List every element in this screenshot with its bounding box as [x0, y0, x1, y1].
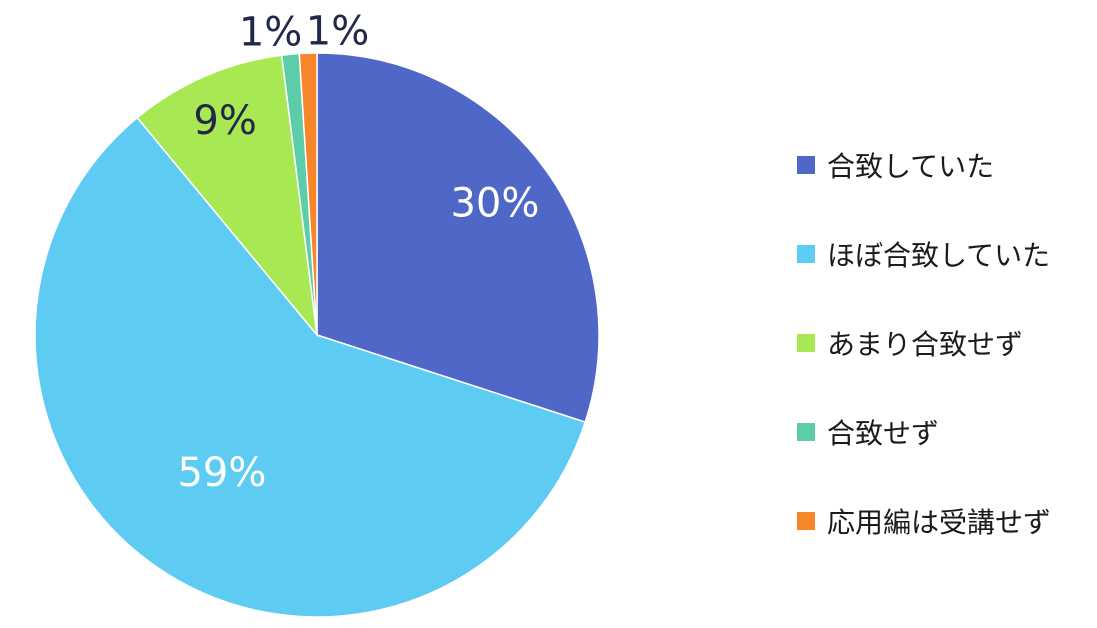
legend-item-0: 合致していた	[797, 120, 1051, 209]
pie-slice-4	[298, 52, 318, 336]
legend-item-2: あまり合致せず	[797, 298, 1051, 387]
legend: 合致していた ほぼ合致していた あまり合致せず 合致せず 応用編は受講せず	[797, 120, 1051, 565]
data-label-1: 59%	[177, 450, 266, 496]
legend-item-3: 合致せず	[797, 387, 1051, 476]
data-label-2: 9%	[193, 98, 256, 144]
legend-label-0: 合致していた	[827, 149, 995, 183]
pie-slice-0	[316, 52, 600, 424]
data-label-4: 1%	[306, 8, 369, 54]
data-label-0: 30%	[450, 181, 539, 227]
pie-slice-1	[34, 116, 587, 618]
legend-label-3: 合致せず	[827, 416, 940, 450]
legend-label-2: あまり合致せず	[827, 327, 1024, 361]
data-label-3: 1%	[239, 10, 302, 56]
legend-swatch-3	[797, 422, 815, 441]
legend-swatch-4	[797, 511, 815, 530]
legend-label-4: 応用編は受講せず	[827, 505, 1052, 539]
legend-item-4: 応用編は受講せず	[797, 476, 1051, 565]
legend-swatch-1	[797, 244, 815, 263]
pie-slices	[34, 52, 600, 618]
pie-slice-2	[136, 54, 319, 338]
legend-swatch-2	[797, 333, 815, 352]
pie-data-labels: 30% 59% 9% 1% 1%	[177, 8, 539, 496]
legend-label-1: ほぼ合致していた	[827, 238, 1051, 272]
legend-swatch-0	[797, 155, 815, 174]
legend-item-1: ほぼ合致していた	[797, 209, 1051, 298]
